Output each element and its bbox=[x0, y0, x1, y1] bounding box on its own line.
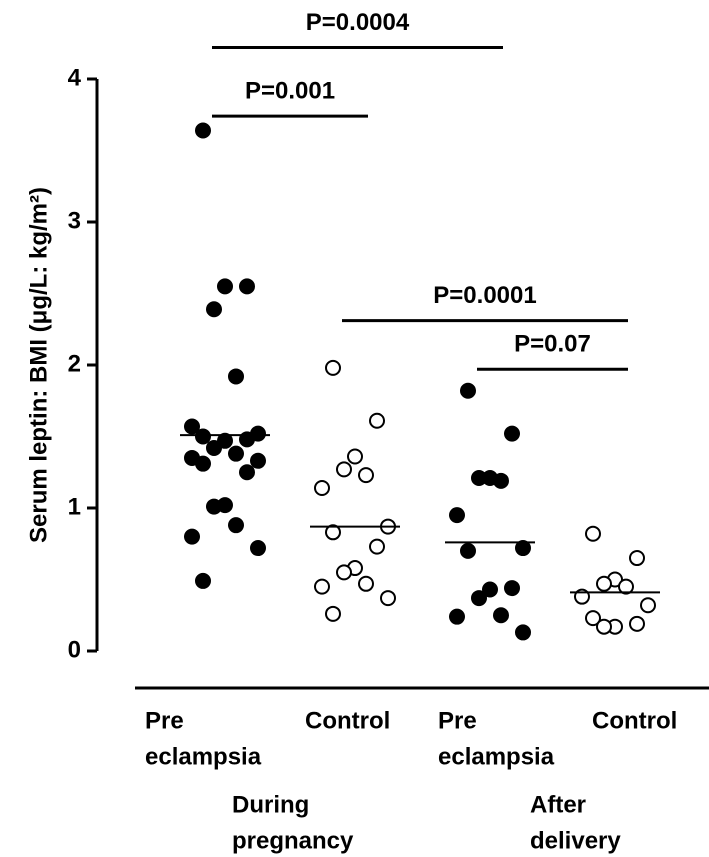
p-value: P=0.07 bbox=[514, 331, 591, 358]
point bbox=[314, 578, 330, 595]
group-label: After bbox=[530, 791, 586, 818]
point bbox=[325, 524, 341, 541]
point bbox=[493, 607, 509, 624]
point bbox=[184, 418, 200, 435]
point bbox=[640, 597, 656, 614]
point bbox=[629, 550, 645, 567]
point bbox=[515, 624, 531, 641]
group-label: During bbox=[232, 791, 309, 818]
point bbox=[471, 590, 487, 607]
point bbox=[336, 564, 352, 581]
point bbox=[347, 448, 363, 465]
point bbox=[460, 382, 476, 399]
point bbox=[217, 278, 233, 295]
point bbox=[206, 301, 222, 318]
y-tick-label: 4 bbox=[68, 64, 82, 91]
point bbox=[504, 580, 520, 597]
point bbox=[618, 578, 634, 595]
point bbox=[515, 540, 531, 557]
point bbox=[195, 122, 211, 139]
point bbox=[482, 581, 498, 598]
point bbox=[585, 610, 601, 627]
y-tick-label: 0 bbox=[68, 636, 81, 663]
point bbox=[504, 425, 520, 442]
point bbox=[358, 575, 374, 592]
x-tick-label: Pre bbox=[145, 707, 184, 734]
point bbox=[449, 608, 465, 625]
point bbox=[228, 368, 244, 385]
y-tick-label: 3 bbox=[68, 207, 81, 234]
point bbox=[195, 455, 211, 472]
point bbox=[239, 278, 255, 295]
point bbox=[239, 464, 255, 481]
x-tick-label: Control bbox=[592, 707, 677, 734]
point bbox=[369, 412, 385, 429]
y-axis-label: Serum leptin: BMI (μg/L: kg/m²) bbox=[25, 187, 52, 543]
point bbox=[380, 590, 396, 607]
x-tick-label: eclampsia bbox=[145, 743, 262, 770]
point bbox=[596, 618, 612, 635]
point bbox=[358, 467, 374, 484]
x-tick-label: Pre bbox=[438, 707, 477, 734]
point bbox=[325, 359, 341, 376]
p-value: P=0.001 bbox=[245, 78, 335, 105]
group-label: delivery bbox=[530, 827, 621, 854]
point bbox=[184, 528, 200, 545]
point bbox=[325, 605, 341, 622]
point bbox=[228, 445, 244, 462]
point bbox=[629, 615, 645, 632]
point bbox=[585, 525, 601, 542]
point bbox=[449, 507, 465, 524]
point bbox=[336, 461, 352, 478]
y-tick-label: 2 bbox=[68, 350, 81, 377]
point bbox=[195, 428, 211, 445]
p-value: P=0.0001 bbox=[433, 282, 536, 309]
point bbox=[596, 575, 612, 592]
point bbox=[250, 452, 266, 469]
point bbox=[217, 432, 233, 449]
point bbox=[314, 479, 330, 496]
p-value: P=0.0004 bbox=[306, 9, 410, 36]
point bbox=[460, 542, 476, 559]
y-tick-label: 1 bbox=[68, 493, 81, 520]
point bbox=[195, 572, 211, 589]
point bbox=[493, 472, 509, 489]
point bbox=[228, 517, 244, 534]
point bbox=[206, 498, 222, 515]
point bbox=[206, 439, 222, 456]
point bbox=[471, 469, 487, 486]
point bbox=[369, 538, 385, 555]
group-label: pregnancy bbox=[232, 827, 354, 854]
point bbox=[250, 540, 266, 557]
x-tick-label: eclampsia bbox=[438, 743, 555, 770]
x-tick-label: Control bbox=[305, 707, 390, 734]
